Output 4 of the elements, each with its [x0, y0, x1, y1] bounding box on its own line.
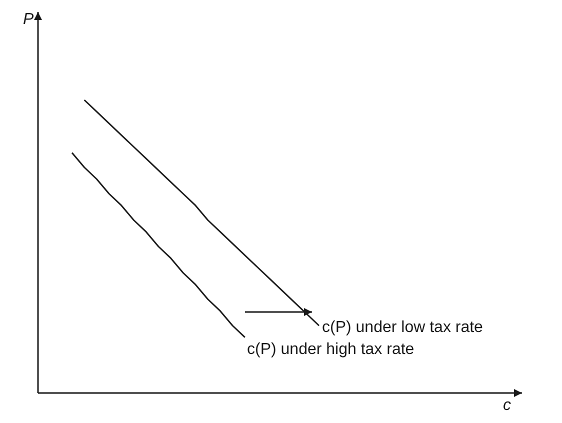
- series-label: c(P) under high tax rate: [247, 341, 414, 358]
- y-axis-title: P: [23, 11, 34, 28]
- series-label: c(P) under low tax rate: [322, 319, 484, 336]
- text: c: [503, 397, 511, 414]
